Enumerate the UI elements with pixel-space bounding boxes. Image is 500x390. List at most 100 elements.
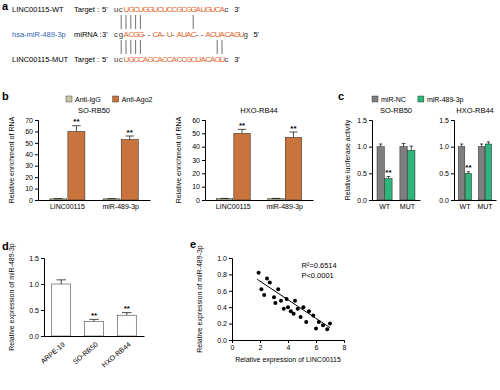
tick: 50 <box>25 140 38 147</box>
tick: 40 <box>192 143 205 150</box>
tick-mark <box>202 173 205 174</box>
panel-label: e <box>190 238 196 250</box>
tick: 0.6 <box>217 288 232 295</box>
tick-mark <box>232 340 233 343</box>
point <box>272 295 276 299</box>
sequence: ucUGCCAGCACCACCGCUACAGUc <box>114 55 228 64</box>
tick-mark <box>202 160 205 161</box>
tick-label: 0.6 <box>217 288 227 295</box>
annotation: R²=0.6514 <box>301 261 336 270</box>
tick-label: 0.8 <box>217 271 227 278</box>
point <box>265 277 269 281</box>
point <box>293 299 297 303</box>
tick: 0.0 <box>439 197 454 204</box>
plot-area <box>216 129 301 200</box>
tick: SO-RB50 <box>72 341 100 366</box>
tick-mark <box>229 258 232 259</box>
axis: WT MUT <box>455 201 497 210</box>
point <box>282 307 286 311</box>
tick-mark <box>202 187 205 188</box>
tick-label: 40 <box>25 151 33 158</box>
significance: ** <box>91 311 98 320</box>
chart-title: SO-RB50 <box>380 106 412 115</box>
error-bar <box>379 144 383 147</box>
sequence-role: miRNA : <box>74 30 102 39</box>
tick-label: 0.4 <box>217 304 227 311</box>
axis-line <box>45 336 145 337</box>
significance: ** <box>465 163 472 172</box>
tick-mark <box>288 340 289 343</box>
tick: 30 <box>192 157 205 164</box>
sequence-end: 3' <box>102 30 108 39</box>
tick-label: 1.0 <box>29 281 39 288</box>
legend-swatch <box>113 96 119 102</box>
tick: miR-489-3p <box>266 203 303 211</box>
tick: 1.5 <box>357 117 372 124</box>
tick-label: 0.5 <box>357 170 367 177</box>
tick: 0.8 <box>217 271 232 278</box>
panel-label: d <box>2 240 9 252</box>
tick-label: 60 <box>25 128 33 135</box>
bar-chart: 0102030405060LINC00115miR-489-3p****HXO-… <box>175 106 314 211</box>
bar <box>465 173 471 200</box>
tick: WT <box>460 203 472 210</box>
tick: 10 <box>25 185 38 192</box>
point <box>279 299 283 303</box>
tick: 1.5 <box>439 117 454 124</box>
tick-mark <box>451 173 454 174</box>
axis: 0.00.51.01.5 <box>357 117 372 204</box>
tick-label: 1.5 <box>357 117 367 124</box>
tick: 1.0 <box>439 143 454 150</box>
axis: 02468 <box>231 340 347 351</box>
tick-label: 30 <box>25 162 33 169</box>
tick-mark <box>202 133 205 134</box>
point <box>273 301 277 305</box>
tick-label: 60 <box>192 117 200 124</box>
tick-mark <box>451 147 454 148</box>
tick: LINC00115 <box>216 203 251 210</box>
sequence-role: Target : <box>74 5 99 14</box>
tick-label: WT <box>460 203 472 210</box>
bar <box>234 133 250 200</box>
tick-label: MUT <box>400 203 416 210</box>
tick-label: 10 <box>25 185 33 192</box>
legend-label: Anti-IgG <box>75 96 101 104</box>
tick: 6 <box>315 340 319 351</box>
pair-line <box>217 40 218 54</box>
significance: ** <box>124 304 131 313</box>
tick-mark <box>35 143 38 144</box>
tick-label: SO-RB50 <box>72 341 100 366</box>
tick: 1.0 <box>217 255 232 262</box>
point <box>259 287 263 291</box>
sequence: ucUGCUGGUCUCCGCGGAUGUCAc <box>114 5 228 14</box>
sequence-end: 5' <box>253 30 259 39</box>
tick-mark <box>316 340 317 343</box>
bar <box>117 315 136 336</box>
significance: ** <box>127 128 134 137</box>
error-bar <box>238 129 246 133</box>
tick-label: 50 <box>192 130 200 137</box>
axis: ARPE-19SO-RB50HXO-RB44 <box>39 337 144 369</box>
tick: 70 <box>25 117 38 124</box>
y-axis-title: Relative expression of miR-489-3p <box>196 245 204 352</box>
tick-mark <box>202 120 205 121</box>
tick: 1.5 <box>29 255 44 262</box>
plot-area <box>50 126 138 200</box>
axis-line <box>206 200 314 201</box>
tick: 0.5 <box>439 170 454 177</box>
axis-line <box>369 121 373 201</box>
bar <box>285 137 301 200</box>
bar <box>121 139 138 200</box>
axis-line <box>373 200 421 201</box>
pair-line <box>126 40 127 54</box>
tick-label: ARPE-19 <box>39 341 66 365</box>
tick: 0 <box>29 197 38 204</box>
tick-mark <box>41 336 44 337</box>
tick: MUT <box>477 203 493 210</box>
sequence-name: LINC00115-WT <box>12 5 64 14</box>
plot-area <box>458 142 491 200</box>
axis-line <box>451 121 455 201</box>
axis: LINC00115miR-489-3p <box>39 201 151 211</box>
tick: 0.0 <box>357 197 372 204</box>
tick-label: 20 <box>192 170 200 177</box>
